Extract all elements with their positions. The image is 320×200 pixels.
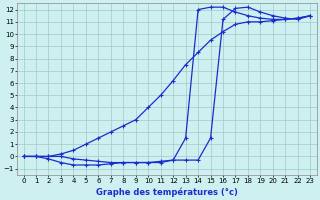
X-axis label: Graphe des températures (°c): Graphe des températures (°c)	[96, 187, 238, 197]
